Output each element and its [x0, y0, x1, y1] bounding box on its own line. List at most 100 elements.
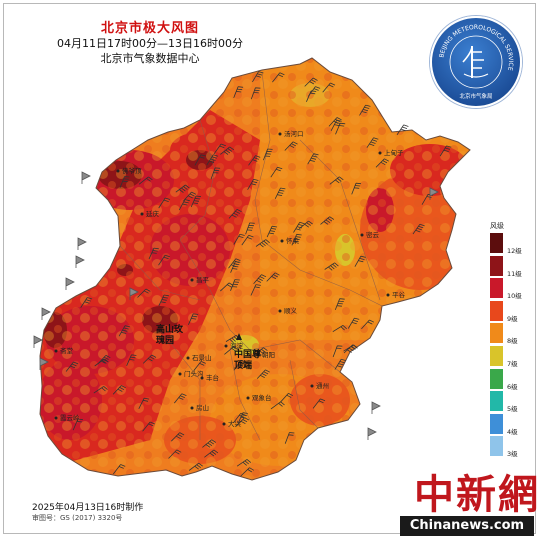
wind-barb: [204, 449, 219, 458]
place-label: 密云: [366, 230, 380, 239]
wind-barb: [343, 344, 358, 352]
wind-barb: [142, 421, 155, 432]
wind-barb: [206, 154, 219, 166]
legend-swatch: [490, 323, 503, 344]
place-label: 昌平: [196, 276, 210, 284]
wind-barb: [361, 319, 375, 330]
map-frame: [3, 3, 536, 534]
place-label: 怀柔: [286, 236, 300, 245]
wind-barb: [322, 82, 336, 93]
wind-barb: [263, 148, 273, 161]
place-label: 霞云岭: [60, 413, 80, 422]
wind-barb: [253, 274, 267, 284]
wind-barb: [233, 359, 246, 371]
legend-label: 9级: [507, 314, 518, 323]
highlight-station-label: 瑰园: [156, 334, 174, 346]
wind-barb: [280, 393, 294, 403]
wind-barb: [202, 439, 217, 448]
wind-barb: [291, 233, 302, 246]
wind-barb: [299, 220, 313, 230]
station-dot: [360, 233, 364, 237]
legend-label: 6级: [507, 382, 518, 391]
station-dot: [278, 132, 282, 136]
wind-flag-icon: [367, 427, 377, 440]
wind-flag-icon: [33, 335, 43, 348]
map-review-number: 审图号：GS (2017) 3320号: [32, 514, 123, 522]
wind-barb: [213, 143, 226, 155]
wind-flag-icon: [39, 357, 49, 370]
wind-barb: [228, 258, 241, 269]
station-dot: [378, 151, 382, 155]
wind-barb: [375, 158, 389, 168]
station-dot: [140, 212, 144, 216]
place-label: 上甸子: [384, 148, 404, 157]
wind-barb: [193, 361, 206, 372]
wind-barb: [334, 298, 345, 311]
wind-barb: [359, 104, 371, 116]
wind-barb: [439, 145, 452, 157]
issuer: 北京市气象数据中心: [100, 52, 200, 65]
wind-barb: [284, 141, 298, 151]
wind-flag-icon: [429, 187, 439, 200]
wind-barb: [138, 176, 153, 185]
wind-barb: [334, 358, 347, 370]
place-label: 延庆: [146, 209, 160, 218]
wind-barb: [241, 234, 254, 246]
legend-label: 8级: [507, 337, 518, 346]
legend-label: 3级: [507, 450, 518, 459]
wind-barb: [248, 155, 261, 166]
station-dot: [246, 396, 250, 400]
wind-barb: [194, 154, 206, 166]
station-dot: [386, 293, 390, 297]
station-dot: [54, 416, 58, 420]
map-title: 北京市极大风图: [100, 21, 199, 36]
wind-barb: [97, 355, 111, 365]
legend-label: 4级: [507, 427, 518, 436]
wind-barb: [245, 222, 255, 235]
station-dot: [200, 376, 204, 380]
wind-barb: [274, 187, 286, 199]
place-label: 朝阳: [262, 350, 275, 359]
wind-barb: [173, 393, 187, 404]
legend-swatch: [490, 391, 503, 412]
place-label: 房山: [196, 403, 209, 412]
wind-barb: [72, 418, 83, 431]
wind-barb: [255, 239, 270, 248]
svg-text:北京市气象局: 北京市气象局: [459, 92, 492, 100]
wind-barb: [304, 77, 318, 87]
station-dot: [222, 422, 226, 426]
wind-barb: [126, 354, 137, 366]
place-label: 汤河口: [284, 129, 304, 138]
legend-label: 5级: [507, 405, 518, 414]
legend-swatch: [490, 413, 503, 434]
wind-barb: [233, 86, 244, 99]
wind-barb: [138, 397, 150, 409]
wind-barb: [366, 137, 379, 148]
meteorological-service-seal: BEIJING METEOROLOGICAL SERVICE 北京市气象局: [430, 16, 522, 108]
wind-barb: [312, 398, 326, 409]
wind-barb: [253, 347, 268, 356]
legend-swatch: [490, 368, 503, 389]
wind-barb: [330, 119, 342, 131]
station-dot: [224, 344, 228, 348]
station-dot: [116, 169, 120, 173]
chinanews-watermark-logo: 中新網: [414, 471, 540, 518]
station-dot: [190, 278, 194, 282]
station-dot: [190, 406, 194, 410]
highlight-station-label: 中国尊: [234, 348, 261, 360]
wind-barb: [396, 124, 409, 136]
landmark-marker-icon: [236, 333, 242, 340]
wind-barb: [329, 176, 344, 185]
wind-barb: [112, 464, 126, 475]
place-label: 佛爷顶: [122, 166, 142, 175]
wind-barb: [307, 153, 319, 165]
station-dot: [256, 353, 260, 357]
time-period: 04月11日17时00分—13日16时00分: [57, 37, 243, 50]
wind-barb: [235, 417, 250, 427]
wind-flag-icon: [65, 277, 75, 290]
wind-flag-icon: [129, 287, 139, 300]
wind-barb: [270, 166, 283, 178]
wind-barb: [237, 412, 248, 424]
wind-barb: [142, 354, 157, 364]
place-label: 石景山: [192, 353, 212, 362]
